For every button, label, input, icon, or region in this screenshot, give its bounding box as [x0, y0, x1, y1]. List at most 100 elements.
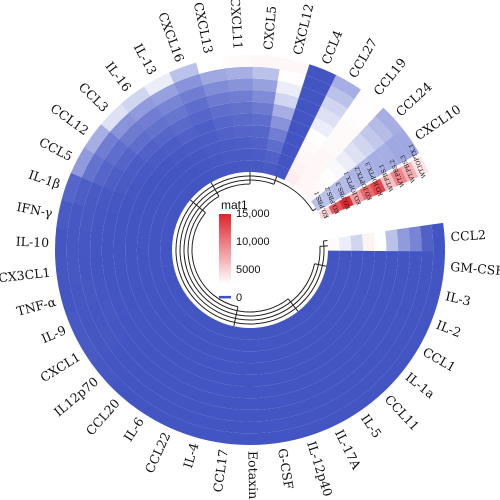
heatmap-cell-ccl3-ko-pbs-1 — [181, 182, 199, 200]
heatmap-cell-ccl27-ko-ioptx-2 — [305, 127, 328, 148]
heatmap-cell-ccl1-ko-ioptx-1 — [343, 299, 363, 321]
heatmap-cell-il-9-wt-pbs-1 — [98, 297, 119, 324]
sample-strip-cell-ko-ioptx-1 — [349, 189, 365, 205]
heatmap-cell-il-16-ko-ioptx-1 — [167, 145, 189, 166]
heatmap-cell-il-9-ko-ioptx-2 — [120, 290, 140, 313]
category-label-il-12p40: IL-12p40 — [304, 439, 336, 498]
category-label-cxcl10: CXCL10 — [412, 101, 463, 143]
legend-title: mat1 — [221, 198, 248, 212]
heatmap-cell-cxcl11-wt-ioptx-1 — [224, 55, 254, 69]
heatmap-cell-il-6-ko-pbs-3 — [181, 330, 202, 350]
heatmap-cell-cxcl16-wt-pbs-2 — [178, 84, 207, 105]
heatmap-cell-ccl4-ko-ioptx-2 — [288, 119, 311, 139]
heatmap-cell-il-12p40-ko-ioptx-2 — [278, 365, 302, 383]
heatmap-cell-il-17a-ko-ioptx-1 — [292, 347, 314, 366]
heatmap-cell-il-17a-ko-pbs-3 — [287, 337, 308, 356]
heatmap-cell-ccl24-ko-ioptx-2 — [335, 150, 358, 173]
heatmap-cell-il-2-ko-pbs-1 — [320, 273, 336, 290]
heatmap-cell-cxcl1-ko-pbs-3 — [149, 296, 168, 317]
heatmap-cell-cxcl1-ko-pbs-1 — [170, 285, 187, 303]
heatmap-cell-il-10-wt-pbs-1 — [90, 231, 103, 256]
legend-colorbar-segment — [219, 216, 231, 219]
heatmap-cell-ccl11-ko-ioptx-1 — [320, 326, 342, 348]
category-label-ccl20: CCL20 — [83, 396, 123, 438]
heatmap-cell-cxcl1-ko-ioptx-2 — [128, 307, 149, 331]
heatmap-cell-cxcl12-wt-ioptx-1 — [279, 57, 310, 76]
heatmap-cell-ccl4-wt-pbs-2 — [298, 86, 327, 107]
heatmap-cell-ccl22-wt-pbs-3 — [161, 400, 191, 422]
heatmap-cell-tnf-ko-ioptx-3 — [104, 274, 121, 299]
category-label-il-1a: IL-1a — [403, 369, 438, 402]
heatmap-cell-il-1a-ko-ioptx-1 — [332, 313, 354, 335]
heatmap-cell-ccl11-ko-ioptx-3 — [335, 342, 359, 366]
heatmap-cell-ccl3-wt-pbs-2 — [118, 120, 145, 147]
legend-colorbar-segment — [219, 241, 231, 244]
heatmap-cell-ccl4-wt-pbs-3 — [302, 75, 332, 97]
legend-colorbar-segment — [219, 295, 231, 299]
dendrogram-arc-2 — [179, 179, 321, 321]
heatmap-cell-cxcl1-wt-pbs-2 — [97, 323, 121, 351]
heatmap-cell-ccl1-wt-pbs-2 — [381, 319, 405, 347]
heatmap-cell-il-9-wt-ioptx-1 — [65, 309, 88, 340]
legend-colorbar-segment — [219, 279, 231, 282]
heatmap-cell-gm-csf-wt-pbs-2 — [407, 251, 422, 277]
heatmap-cell-ccl20-ko-ioptx-2 — [152, 337, 175, 359]
heatmap-cell-il-2-ko-ioptx-1 — [351, 283, 370, 305]
legend-colorbar-segment — [219, 218, 231, 221]
heatmap-cell-ccl27-wt-pbs-2 — [320, 96, 348, 119]
heatmap-cell-cxcl10-ko-pbs-3 — [329, 179, 349, 200]
heatmap-cell-cxcl1-wt-pbs-3 — [87, 328, 111, 358]
heatmap-rings — [55, 55, 446, 446]
heatmap-cell-ifn-wt-pbs-3 — [67, 202, 85, 232]
legend-colorbar-segment — [219, 281, 231, 284]
heatmap-cell-il-3-wt-pbs-1 — [391, 272, 408, 299]
heatmap-cell-cxcl13-ko-ioptx-1 — [215, 126, 236, 142]
dendrogram-stem-1-2 — [312, 208, 317, 212]
heatmap-cell-ccl19-ko-pbs-2 — [301, 166, 320, 185]
heatmap-cell-il12p70-ko-pbs-3 — [158, 309, 178, 330]
heatmap-cell-cx3cl1-ko-pbs-1 — [160, 252, 174, 267]
heatmap-cell-ccl11-ko-pbs-1 — [298, 302, 316, 321]
heatmap-cell-eotaxin-ko-ioptx-3 — [240, 385, 264, 399]
heatmap-cell-ccl24-ko-pbs-2 — [311, 175, 330, 195]
heatmap-cell-il-1-wt-pbs-2 — [84, 181, 104, 210]
heatmap-cell-cxcl12-ko-pbs-2 — [264, 149, 282, 165]
heatmap-cell-il-16-wt-ioptx-1 — [121, 86, 151, 113]
heatmap-cell-ccl5-wt-pbs-2 — [92, 159, 115, 187]
heatmap-cell-ccl17-ko-pbs-1 — [231, 326, 246, 340]
sample-strip-cell-wt-pbs-3 — [400, 161, 419, 182]
heatmap-cell-ccl19-wt-pbs-1 — [334, 118, 360, 143]
heatmap-cell-cxcl5-wt-pbs-2 — [252, 78, 279, 93]
heatmap-cell-cxcl1-wt-pbs-1 — [107, 317, 130, 344]
heatmap-cell-il-16-ko-pbs-3 — [175, 154, 196, 174]
sample-strip-cell-ko-ioptx-2 — [359, 184, 376, 201]
heatmap-cell-il-9-ko-ioptx-1 — [131, 286, 150, 308]
heatmap-cell-il-17a-wt-ioptx-1 — [318, 408, 349, 432]
heatmap-cell-ccl1-wt-pbs-1 — [372, 314, 394, 341]
category-label-ccl2: CCL2 — [450, 227, 486, 244]
heatmap-cell-cxcl10-ko-ioptx-1 — [338, 172, 359, 194]
legend-colorbar-segment — [219, 235, 231, 238]
heatmap-cell-cxcl13-ko-ioptx-2 — [212, 114, 234, 131]
heatmap-cell-g-csf-wt-ioptx-1 — [265, 428, 296, 445]
heatmap-cell-ifn-ko-pbs-3 — [137, 220, 153, 239]
heatmap-cell-ccl4-ko-pbs-3 — [280, 142, 301, 160]
heatmap-cell-il-1-wt-pbs-3 — [72, 177, 93, 207]
heatmap-cell-cxcl1-ko-pbs-2 — [159, 291, 178, 310]
heatmap-cell-cxcl11-wt-pbs-3 — [225, 66, 254, 80]
heatmap-cell-il-2-wt-pbs-2 — [393, 297, 414, 326]
heatmap-cell-il-9-ko-pbs-2 — [154, 278, 171, 297]
heatmap-cell-il-9-ko-pbs-1 — [165, 275, 181, 292]
dendrogram-arc-1 — [175, 175, 325, 325]
heatmap-cell-ccl17-ko-ioptx-2 — [221, 372, 243, 387]
heatmap-cell-ccl27-ko-ioptx-1 — [299, 138, 322, 158]
heatmap-cell-il-4-wt-pbs-2 — [190, 399, 218, 418]
heatmap-cell-ccl22-ko-pbs-2 — [200, 328, 219, 346]
heatmap-cell-il12p70-wt-pbs-1 — [120, 336, 145, 362]
heatmap-cell-tnf-wt-pbs-3 — [69, 280, 88, 310]
heatmap-cell-cxcl16-ko-ioptx-1 — [198, 129, 220, 148]
legend-ticks: 15,000 10,000 5000 0 — [236, 208, 270, 304]
heatmap-cell-ccl22-wt-pbs-2 — [167, 389, 195, 411]
heatmap-cell-cxcl12-ko-ioptx-2 — [270, 115, 292, 132]
heatmap-cell-ccl24-ko-ioptx-3 — [343, 141, 367, 166]
